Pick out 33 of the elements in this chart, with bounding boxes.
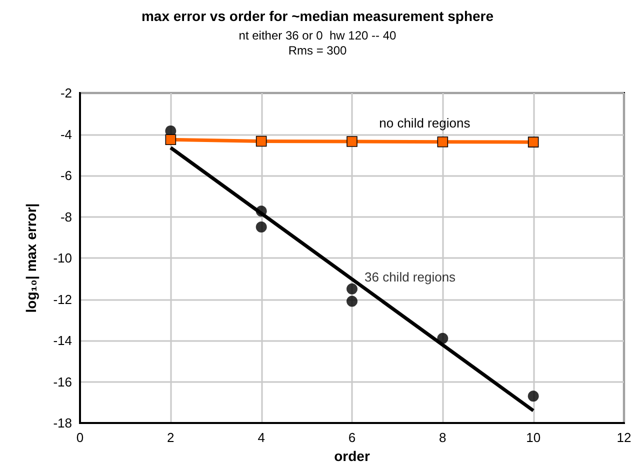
point: [256, 206, 267, 217]
x-tick-label: 4: [258, 430, 265, 445]
series-label: 36 child regions: [364, 269, 456, 284]
x-tick-label: 6: [348, 430, 356, 445]
point: [346, 296, 358, 307]
point: [528, 136, 539, 148]
point: [346, 283, 358, 294]
point: [256, 136, 267, 147]
y-tick-label: -14: [53, 333, 72, 348]
y-tick-label: -10: [53, 250, 72, 266]
x-tick-label: 8: [439, 430, 446, 445]
x-tick-label: 2: [167, 430, 174, 445]
x-tick-label: 12: [616, 430, 632, 445]
chart-subtitle: nt either 36 or 0 hw 120 -- 40 Rms = 300: [238, 28, 397, 58]
y-tick-label: -18: [53, 416, 72, 430]
point: [437, 136, 448, 148]
y-tick-label: -8: [60, 209, 72, 224]
point: [256, 222, 267, 233]
point: [437, 332, 448, 344]
point: [165, 134, 176, 146]
point: [346, 136, 358, 147]
point: [528, 390, 539, 402]
y-tick-label: -2: [60, 86, 72, 100]
y-tick-label: -6: [60, 168, 72, 183]
x-tick-label: 0: [76, 430, 84, 445]
y-tick-label: -4: [60, 126, 72, 142]
series-label: no child regions: [379, 115, 471, 130]
y-tick-label: -16: [53, 374, 72, 390]
chart-title: max error vs order for ~median measurement sphere: [141, 8, 494, 24]
y-axis-title: log₁₀| max error|: [23, 203, 40, 313]
x-tick-label: 10: [526, 430, 541, 445]
y-tick-label: -12: [53, 292, 72, 307]
x-axis-title: order: [334, 448, 370, 464]
